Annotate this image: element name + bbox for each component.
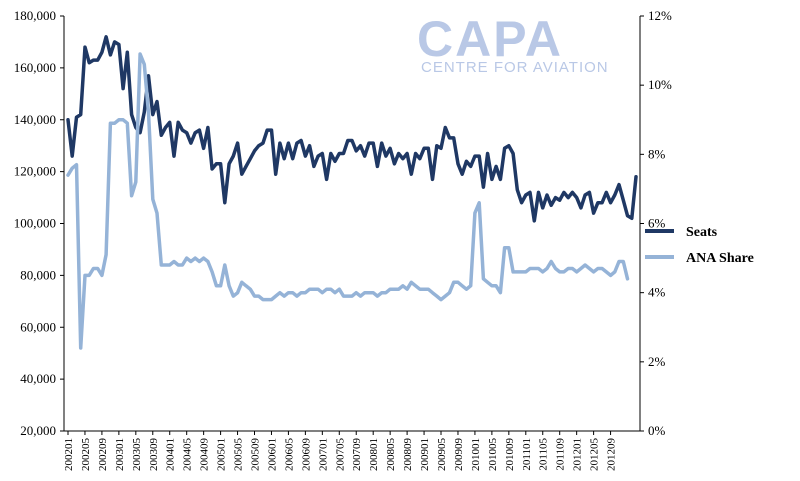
x-tick-label: 200301 <box>114 438 126 471</box>
x-tick-label: 200809 <box>402 438 414 472</box>
x-tick-label: 201005 <box>487 438 499 472</box>
right-tick-label: 2% <box>648 354 666 369</box>
x-tick-label: 200609 <box>300 438 312 472</box>
legend-label-ana-share: ANA Share <box>686 251 754 266</box>
series-line-ana-share <box>66 52 630 350</box>
x-tick-label: 201009 <box>504 438 516 472</box>
x-tick-label: 200905 <box>436 438 448 472</box>
x-tick-label: 201001 <box>470 438 482 471</box>
x-axis-ticks: 200201 200205 200209 200301 200305 200309 2004… <box>63 431 618 471</box>
x-tick-label: 200305 <box>131 438 143 472</box>
x-tick-label: 200901 <box>419 438 431 471</box>
x-tick-label: 200805 <box>385 438 397 472</box>
x-tick-label: 200209 <box>97 438 109 472</box>
x-tick-label: 200401 <box>165 438 177 471</box>
right-tick-label: 10% <box>648 77 672 92</box>
x-tick-label: 200501 <box>216 438 228 471</box>
x-tick-label: 201109 <box>555 438 567 471</box>
right-axis-ticks: 0% 2% 4% 6% 8% 10% 12% <box>640 8 672 438</box>
legend: Seats ANA Share <box>645 225 754 266</box>
logo-main-text: CAPA <box>417 11 563 67</box>
left-tick-label: 160,000 <box>14 60 56 75</box>
left-tick-label: 180,000 <box>14 8 56 23</box>
x-tick-label: 201105 <box>538 438 550 471</box>
x-tick-label: 200705 <box>334 438 346 472</box>
series-line-seats <box>66 35 638 223</box>
left-axis-ticks: 20,000 40,000 60,000 80,000 100,000 120,000 14… <box>14 8 64 438</box>
capa-logo: CAPA CENTRE FOR AVIATION <box>417 11 609 76</box>
x-tick-label: 200605 <box>283 438 295 472</box>
right-tick-label: 6% <box>648 216 666 231</box>
left-tick-label: 60,000 <box>20 319 56 334</box>
x-tick-label: 201201 <box>572 438 584 471</box>
x-tick-label: 200409 <box>199 438 211 472</box>
left-tick-label: 140,000 <box>14 112 56 127</box>
right-tick-label: 0% <box>648 423 666 438</box>
x-tick-label: 200505 <box>233 438 245 472</box>
left-tick-label: 120,000 <box>14 164 56 179</box>
x-tick-label: 200709 <box>351 438 363 472</box>
left-tick-label: 40,000 <box>20 371 56 386</box>
x-tick-label: 200405 <box>182 438 194 472</box>
x-tick-label: 200801 <box>368 438 380 471</box>
right-tick-label: 12% <box>648 8 672 23</box>
x-tick-label: 201209 <box>606 438 618 472</box>
x-tick-label: 200701 <box>317 438 329 471</box>
left-tick-label: 80,000 <box>20 267 56 282</box>
logo-sub-text: CENTRE FOR AVIATION <box>421 59 609 76</box>
left-tick-label: 20,000 <box>20 423 56 438</box>
x-tick-label: 200309 <box>148 438 160 472</box>
x-tick-label: 200201 <box>63 438 75 471</box>
x-tick-label: 200509 <box>250 438 262 472</box>
right-tick-label: 8% <box>648 146 666 161</box>
left-tick-label: 100,000 <box>14 216 56 231</box>
right-tick-label: 4% <box>648 285 666 300</box>
x-tick-label: 200601 <box>266 438 278 471</box>
x-tick-label: 201101 <box>521 438 533 471</box>
legend-label-seats: Seats <box>686 225 718 240</box>
x-tick-label: 200909 <box>453 438 465 472</box>
x-tick-label: 201205 <box>589 438 601 472</box>
x-tick-label: 200205 <box>80 438 92 472</box>
series-layer <box>66 35 638 350</box>
